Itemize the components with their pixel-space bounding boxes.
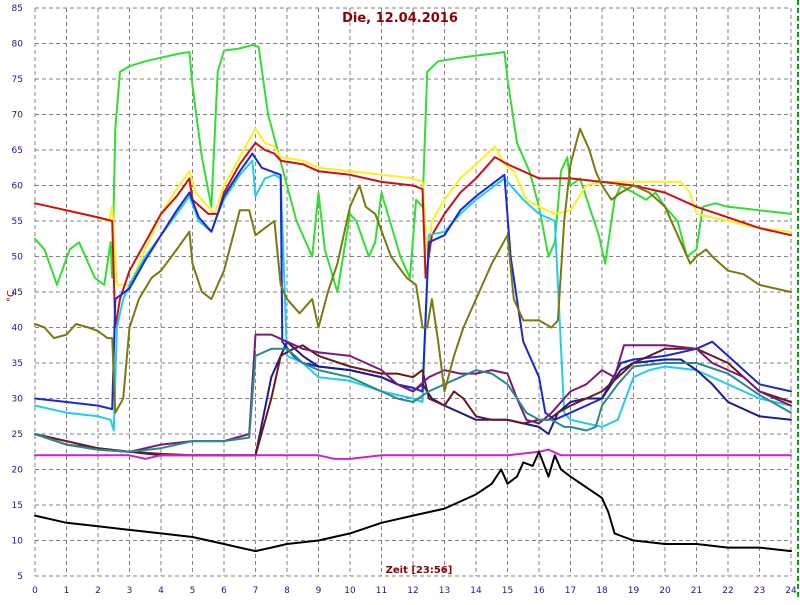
y-tick-label: 65 (12, 146, 23, 156)
x-tick-label: 5 (190, 586, 196, 596)
y-tick-label: 70 (12, 111, 24, 121)
y-axis-label: °C (6, 290, 17, 302)
y-tick-label: 25 (12, 430, 23, 440)
x-tick-label: 12 (407, 586, 418, 596)
y-tick-label: 75 (12, 75, 23, 85)
series-line-9 (34, 347, 792, 453)
y-tick-label: 20 (12, 466, 24, 476)
x-tick-label: 9 (316, 586, 322, 596)
x-tick-label: 19 (628, 586, 640, 596)
y-tick-label: 40 (12, 324, 24, 334)
series-line-10 (34, 127, 792, 414)
x-tick-label: 8 (284, 586, 290, 596)
y-tick-label: 55 (12, 217, 23, 227)
series-line-8 (34, 333, 792, 453)
series-line-3 (34, 141, 792, 329)
series-line-12 (34, 450, 792, 553)
x-tick-label: 6 (221, 586, 227, 596)
x-tick-label: 0 (32, 586, 38, 596)
x-tick-label: 4 (158, 586, 164, 596)
y-tick-label: 50 (12, 253, 24, 263)
y-tick-label: 80 (12, 40, 24, 50)
x-tick-label: 22 (722, 586, 733, 596)
x-tick-label: 16 (533, 586, 545, 596)
series-lines (34, 43, 792, 553)
y-tick-label: 15 (12, 501, 23, 511)
x-tick-label: 11 (376, 586, 387, 596)
x-tick-label: 21 (691, 586, 702, 596)
x-tick-label: 1 (64, 586, 70, 596)
x-tick-label: 10 (344, 586, 356, 596)
y-tick-label: 45 (12, 288, 23, 298)
x-axis-label: Zeit [23:56] (386, 565, 453, 576)
x-tick-label: 17 (565, 586, 576, 596)
grid-lines (34, 7, 792, 577)
y-tick-label: 60 (12, 182, 24, 192)
x-tick-label: 13 (439, 586, 450, 596)
x-tick-label: 23 (754, 586, 765, 596)
x-tick-label: 2 (95, 586, 101, 596)
y-tick-label: 30 (12, 395, 24, 405)
y-tick-label: 10 (12, 537, 24, 547)
series-line-4 (34, 159, 792, 432)
x-tick-label: 24 (785, 586, 797, 596)
chart-title: Die, 12.04.2016 (342, 11, 458, 26)
x-tick-label: 7 (253, 586, 259, 596)
x-tick-label: 3 (127, 586, 133, 596)
series-line-11 (34, 448, 792, 460)
y-tick-label: 35 (12, 359, 23, 369)
x-tick-label: 15 (502, 586, 513, 596)
x-tick-label: 18 (596, 586, 608, 596)
x-tick-label: 14 (470, 586, 482, 596)
tick-labels: 0 1 2 3 4 5 6 7 8 9 10 11 12 13 14 15 16 17 18 19 20 21 22 23 24… (12, 4, 797, 596)
y-tick-label: 85 (12, 4, 23, 14)
y-tick-label: 5 (17, 572, 23, 582)
x-tick-label: 20 (659, 586, 671, 596)
